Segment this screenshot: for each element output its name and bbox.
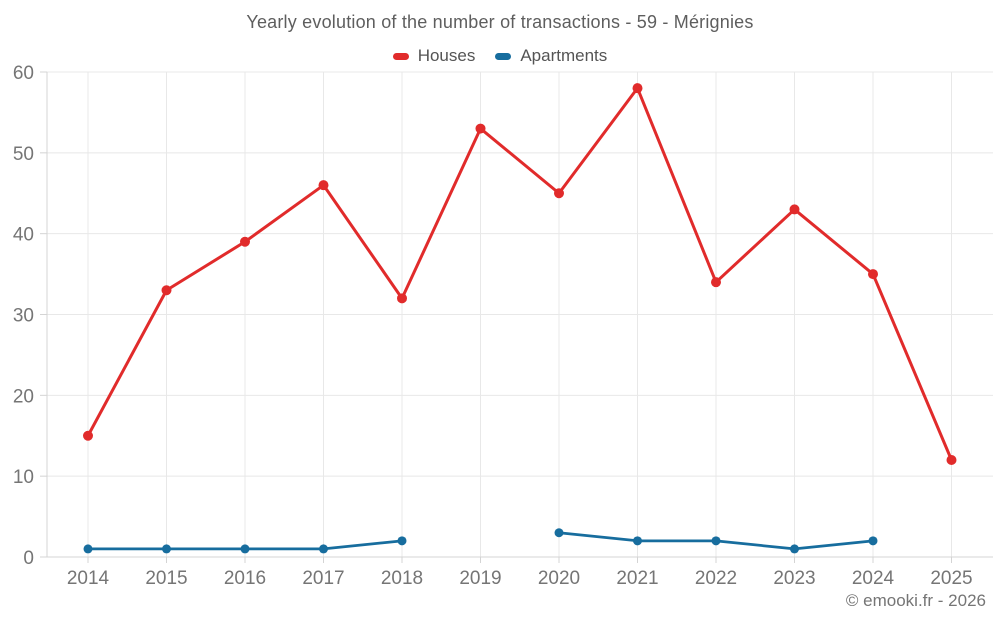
x-axis-label: 2023	[773, 568, 815, 589]
data-point-apartments-2016[interactable]	[240, 544, 250, 554]
series-line-houses	[86, 86, 953, 462]
x-axis-label: 2022	[695, 568, 737, 589]
x-axis-label: 2020	[538, 568, 580, 589]
axes	[40, 71, 993, 563]
data-point-houses-2016[interactable]	[240, 236, 250, 247]
data-point-houses-2024[interactable]	[868, 269, 878, 280]
series-houses	[83, 83, 957, 465]
data-point-houses-2017[interactable]	[318, 180, 329, 191]
y-axis-label: 10	[13, 467, 34, 488]
gridlines	[47, 71, 993, 558]
data-point-apartments-2015[interactable]	[162, 544, 171, 554]
y-axis-label: 20	[13, 386, 34, 407]
data-point-houses-2015[interactable]	[161, 285, 172, 296]
x-axis-label: 2017	[302, 568, 344, 589]
y-axis-label: 0	[23, 548, 34, 569]
legend: Houses Apartments	[0, 46, 1000, 66]
data-point-apartments-2020[interactable]	[554, 528, 564, 538]
copyright: © emooki.fr - 2026	[845, 591, 986, 610]
legend-item-apartments[interactable]: Apartments	[495, 46, 607, 66]
data-point-houses-2022[interactable]	[711, 277, 721, 288]
x-axis-label: 2014	[67, 568, 110, 589]
axis-labels: 0 10 20 30 40 50 60 2014 2015 2016 2017 2018 2019 202…	[13, 63, 973, 589]
data-point-apartments-2014[interactable]	[83, 544, 93, 554]
y-axis-label: 50	[13, 144, 34, 165]
data-point-apartments-2022[interactable]	[711, 536, 721, 546]
y-axis-label: 60	[13, 63, 34, 84]
data-point-apartments-2023[interactable]	[790, 544, 799, 554]
y-axis-label: 30	[13, 306, 34, 327]
data-point-houses-2014[interactable]	[83, 430, 93, 441]
data-point-houses-2025[interactable]	[946, 455, 957, 465]
x-axis-label: 2019	[459, 568, 501, 589]
data-point-apartments-2018[interactable]	[397, 536, 407, 546]
x-axis-label: 2016	[224, 568, 266, 589]
legend-label-houses: Houses	[417, 46, 476, 65]
data-point-houses-2020[interactable]	[554, 188, 564, 199]
data-point-houses-2021[interactable]	[632, 83, 643, 94]
legend-swatch-houses	[392, 52, 409, 60]
x-axis-label: 2024	[852, 568, 895, 589]
x-axis-label: 2025	[930, 568, 972, 589]
chart-title: Yearly evolution of the number of transa…	[246, 12, 754, 32]
y-axis-label: 40	[13, 225, 34, 246]
data-point-apartments-2021[interactable]	[633, 536, 642, 546]
data-point-houses-2019[interactable]	[475, 123, 486, 134]
x-axis-label: 2018	[381, 568, 423, 589]
legend-item-houses[interactable]: Houses	[392, 46, 476, 66]
data-point-apartments-2017[interactable]	[319, 544, 328, 554]
data-point-houses-2018[interactable]	[397, 293, 407, 304]
series-apartments	[83, 528, 878, 554]
x-axis-label: 2015	[145, 568, 187, 589]
data-point-apartments-2024[interactable]	[868, 536, 878, 546]
legend-swatch-apartments	[495, 52, 512, 60]
legend-label-apartments: Apartments	[520, 46, 608, 65]
x-axis-label: 2021	[616, 568, 658, 589]
data-point-houses-2023[interactable]	[789, 204, 800, 215]
